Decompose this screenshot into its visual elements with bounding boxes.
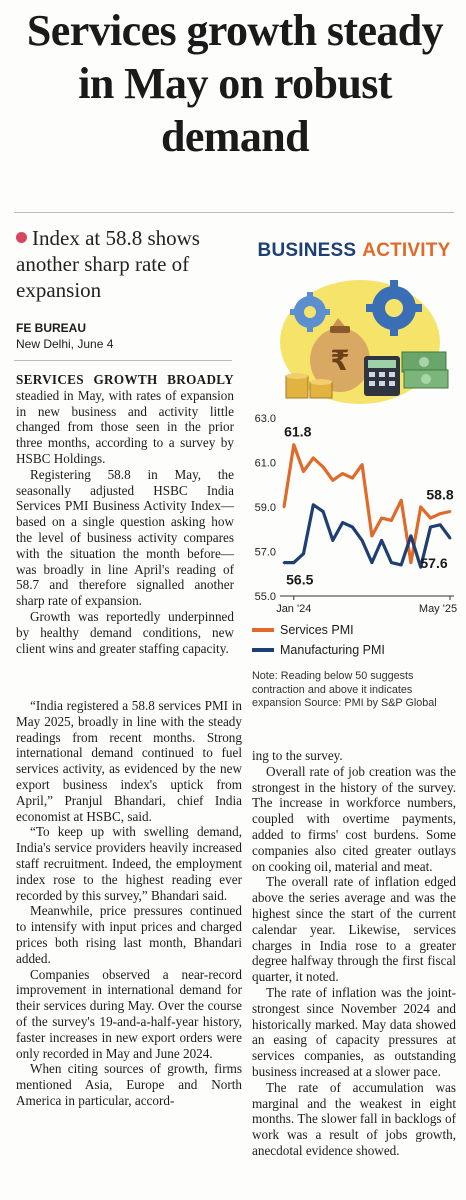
- byline: FE BUREAU New Delhi, June 4: [16, 320, 231, 352]
- byline-rule: [14, 360, 232, 361]
- manufacturing-pmi-point: [360, 539, 364, 542]
- byline-dateline: New Delhi, June 4: [16, 337, 114, 351]
- legend-label-manufacturing: Manufacturing PMI: [280, 643, 385, 657]
- chart-legend: Services PMI Manufacturing PMI: [252, 620, 458, 660]
- bullet-dot: [16, 232, 27, 243]
- manufacturing-pmi-point: [292, 561, 296, 564]
- gear-icon: [290, 292, 330, 332]
- manufacturing-pmi-point: [341, 521, 344, 524]
- services-pmi-point: [341, 472, 344, 475]
- y-tick-label: 57.0: [255, 547, 276, 559]
- data-label: 56.5: [286, 572, 313, 588]
- services-pmi-point: [282, 505, 286, 509]
- manufacturing-pmi-point: [429, 525, 432, 529]
- manufacturing-pmi-point: [438, 523, 442, 527]
- manufacturing-pmi-point: [399, 563, 403, 567]
- paragraph: Companies observed a near-record improve…: [16, 966, 242, 1061]
- coin-stack-icon: [285, 373, 333, 399]
- services-pmi-point: [370, 534, 374, 538]
- paragraph: When citing sources of growth, firms men…: [16, 1061, 242, 1108]
- x-tick-label: Jan '24: [276, 603, 311, 615]
- paragraph: The rate of accumulation was marginal an…: [252, 1079, 456, 1158]
- deck-text: Index at 58.8 shows another sharp rate o…: [16, 226, 200, 302]
- chart-note: Note: Reading below 50 suggests contract…: [252, 670, 437, 709]
- services-pmi-point: [311, 456, 315, 460]
- graphic-title: BUSINESS ACTIVITY: [252, 232, 456, 270]
- graphic-title-word-1: BUSINESS: [257, 240, 357, 261]
- gear-icon: [366, 280, 422, 336]
- paragraph: Overall rate of job creation was the str…: [252, 763, 456, 874]
- services-pmi-point: [399, 499, 403, 502]
- manufacturing-pmi-point: [282, 561, 286, 564]
- legend-label-services: Services PMI: [280, 623, 354, 637]
- legend-item-services: Services PMI: [252, 620, 458, 640]
- data-label: 57.6: [420, 555, 447, 571]
- paragraph: The rate of inflation was the joint-stro…: [252, 984, 456, 1079]
- services-pmi-point: [429, 516, 432, 520]
- data-label: 58.8: [426, 486, 453, 502]
- manufacturing-pmi-line: [284, 503, 452, 569]
- manufacturing-pmi-point: [390, 561, 393, 564]
- services-pmi-point: [419, 505, 423, 509]
- business-illustration: ₹: [280, 280, 449, 404]
- article-column-1: SERVICES GROWTH BROADLY steadied in May,…: [16, 372, 234, 656]
- manufacturing-pmi-point: [380, 539, 383, 542]
- business-activity-graphic: BUSINESS ACTIVITY ₹: [246, 226, 460, 770]
- paragraph: ing to the survey.: [252, 748, 343, 763]
- pmi-line-chart: 55.0 57.0 59.0 61.0 63.0 Jan '24 May '25 61.8 58…: [255, 413, 458, 615]
- article-column-2: ing to the survey. Overall rate of job c…: [252, 748, 456, 1159]
- money-bag-icon: ₹: [310, 318, 370, 392]
- services-pmi-line: [282, 443, 451, 565]
- headline-rule: [14, 212, 454, 213]
- headline: Services growth steady in May on robust …: [26, 6, 444, 161]
- article-column-1-lower: “India registered a 58.8 services PMI in…: [16, 698, 242, 1109]
- manufacturing-pmi-point: [331, 539, 335, 542]
- services-pmi-point: [390, 519, 393, 522]
- y-tick-label: 55.0: [255, 591, 276, 603]
- manufacturing-pmi-point: [351, 525, 354, 529]
- paragraph: Meanwhile, price pressures continued to …: [16, 903, 242, 966]
- services-pmi-point: [292, 443, 296, 446]
- services-pmi-point: [321, 465, 325, 469]
- lead-caps: SERVICES GROWTH BROADLY: [16, 372, 234, 387]
- services-pmi-point: [409, 561, 413, 564]
- calculator-icon: [364, 356, 400, 396]
- services-pmi-point: [302, 470, 305, 473]
- manufacturing-pmi-point: [419, 565, 423, 569]
- manufacturing-pmi-point: [448, 536, 452, 540]
- legend-swatch-services: [252, 628, 274, 632]
- legend-item-manufacturing: Manufacturing PMI: [252, 640, 458, 660]
- services-pmi-point: [438, 512, 442, 515]
- paragraph: Growth was reportedly underpinned by hea…: [16, 608, 234, 656]
- graphic-title-word-2: ACTIVITY: [362, 240, 451, 261]
- services-pmi-point: [331, 479, 335, 482]
- manufacturing-pmi-point: [302, 552, 305, 556]
- services-pmi-point: [351, 476, 354, 480]
- y-tick-label: 61.0: [255, 458, 276, 470]
- services-pmi-point: [360, 463, 364, 467]
- manufacturing-pmi-point: [370, 561, 374, 564]
- paragraph: “To keep up with swelling demand, India'…: [16, 824, 242, 903]
- services-pmi-point: [448, 510, 452, 513]
- paragraph: The overall rate of inflation edged abov…: [252, 874, 456, 985]
- paragraph: Registering 58.8 in May, the seasonally …: [16, 466, 234, 609]
- legend-swatch-manufacturing: [252, 648, 274, 652]
- svg-text:₹: ₹: [330, 344, 349, 377]
- deck: Index at 58.8 shows another sharp rate o…: [16, 225, 231, 303]
- cash-stack-icon: [401, 351, 449, 389]
- data-label: 61.8: [284, 424, 311, 440]
- services-pmi-point: [380, 516, 383, 520]
- y-tick-label: 63.0: [255, 413, 276, 425]
- byline-source: FE BUREAU: [16, 321, 87, 335]
- manufacturing-pmi-point: [321, 510, 325, 513]
- x-tick-label: May '25: [419, 603, 457, 615]
- y-tick-label: 59.0: [255, 502, 276, 514]
- paragraph: SERVICES GROWTH BROADLY steadied in May,…: [16, 372, 234, 466]
- manufacturing-pmi-point: [311, 503, 315, 507]
- paragraph: “India registered a 58.8 services PMI in…: [16, 698, 242, 824]
- manufacturing-pmi-point: [409, 534, 413, 538]
